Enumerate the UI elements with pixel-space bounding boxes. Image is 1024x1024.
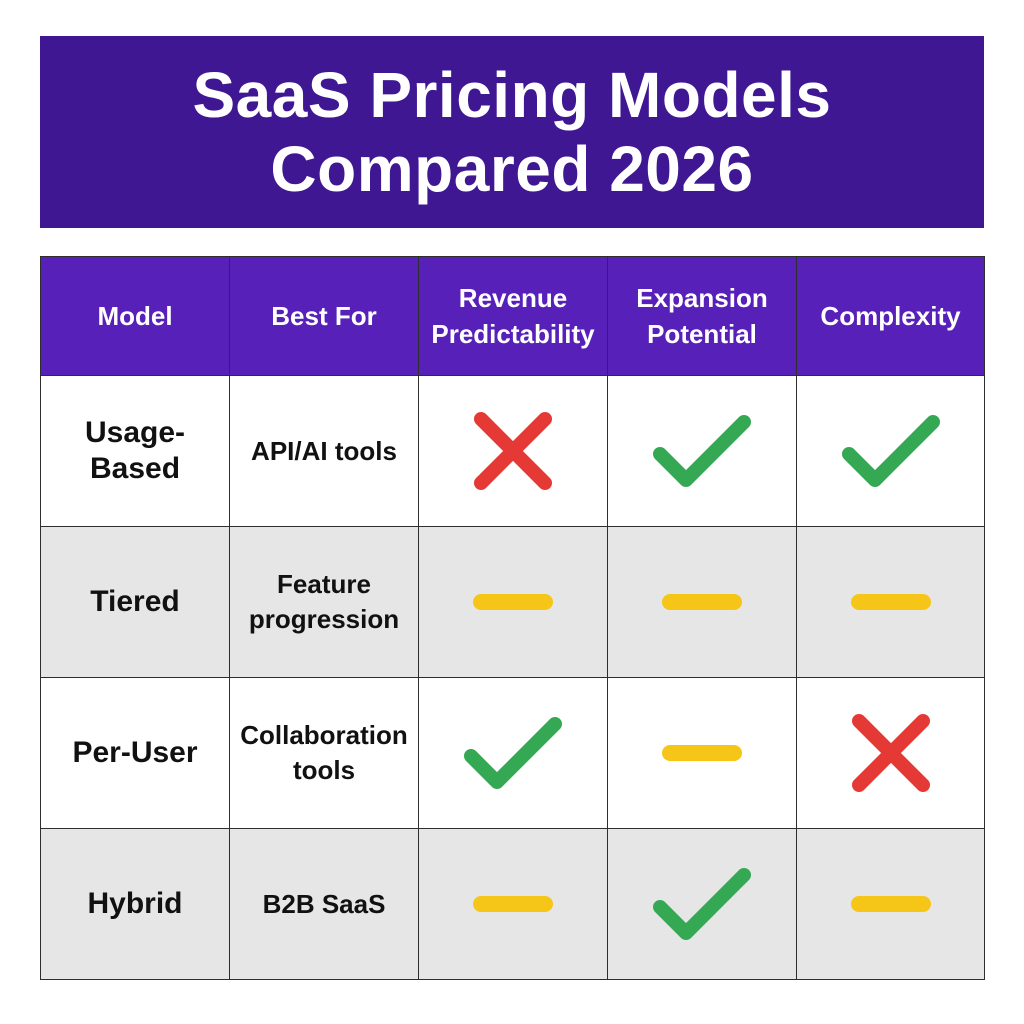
dash-icon xyxy=(662,593,742,610)
expansion-potential-cell xyxy=(607,375,797,527)
complexity-cell xyxy=(796,526,985,678)
model-cell: Hybrid xyxy=(40,828,230,980)
expansion-potential-cell xyxy=(607,677,797,829)
dash-mark xyxy=(662,593,742,610)
dash-icon xyxy=(473,593,553,610)
cross-icon xyxy=(851,714,930,792)
check-icon xyxy=(841,415,940,487)
model-cell: Tiered xyxy=(40,526,230,678)
cross-icon xyxy=(474,412,552,490)
cross-mark xyxy=(849,711,933,795)
check-mark xyxy=(652,863,752,945)
model-cell: Per-User xyxy=(40,677,230,829)
dash-icon xyxy=(850,593,931,610)
model-cell: Usage-Based xyxy=(40,375,230,527)
title-banner: SaaS Pricing Models Compared 2026 xyxy=(40,36,984,228)
complexity-cell xyxy=(796,677,985,829)
check-mark xyxy=(463,712,563,794)
best-for-cell: Feature progression xyxy=(229,526,419,678)
check-mark xyxy=(652,410,752,492)
check-icon xyxy=(464,717,562,789)
check-icon xyxy=(653,868,751,940)
table-row-per-user: Per-User Collaboration tools xyxy=(40,677,985,829)
dash-mark xyxy=(473,593,553,610)
header-best-for: Best For xyxy=(229,256,419,376)
complexity-cell xyxy=(796,375,985,527)
dash-icon xyxy=(662,744,742,761)
header-complexity: Complexity xyxy=(796,256,985,376)
dash-mark xyxy=(850,593,931,610)
dash-mark xyxy=(662,744,742,761)
expansion-potential-cell xyxy=(607,526,797,678)
cross-mark xyxy=(471,409,555,493)
table-row-usage-based: Usage-Based API/AI tools xyxy=(40,375,985,527)
comparison-table: Model Best For Revenue Predictability Ex… xyxy=(40,256,985,980)
revenue-predictability-cell xyxy=(418,828,608,980)
dash-icon xyxy=(850,895,931,912)
dash-icon xyxy=(473,895,553,912)
table-row-hybrid: Hybrid B2B SaaS xyxy=(40,828,985,980)
table-row-tiered: Tiered Feature progression xyxy=(40,526,985,678)
revenue-predictability-cell xyxy=(418,677,608,829)
best-for-cell: API/AI tools xyxy=(229,375,419,527)
dash-mark xyxy=(473,895,553,912)
header-row: Model Best For Revenue Predictability Ex… xyxy=(40,256,985,376)
page-title: SaaS Pricing Models Compared 2026 xyxy=(192,59,832,205)
revenue-predictability-cell xyxy=(418,526,608,678)
check-mark xyxy=(841,410,941,492)
best-for-cell: B2B SaaS xyxy=(229,828,419,980)
expansion-potential-cell xyxy=(607,828,797,980)
revenue-predictability-cell xyxy=(418,375,608,527)
header-expansion-potential: Expansion Potential xyxy=(607,256,797,376)
complexity-cell xyxy=(796,828,985,980)
header-revenue-predictability: Revenue Predictability xyxy=(418,256,608,376)
header-model: Model xyxy=(40,256,230,376)
dash-mark xyxy=(850,895,931,912)
best-for-cell: Collaboration tools xyxy=(229,677,419,829)
check-icon xyxy=(653,415,751,487)
